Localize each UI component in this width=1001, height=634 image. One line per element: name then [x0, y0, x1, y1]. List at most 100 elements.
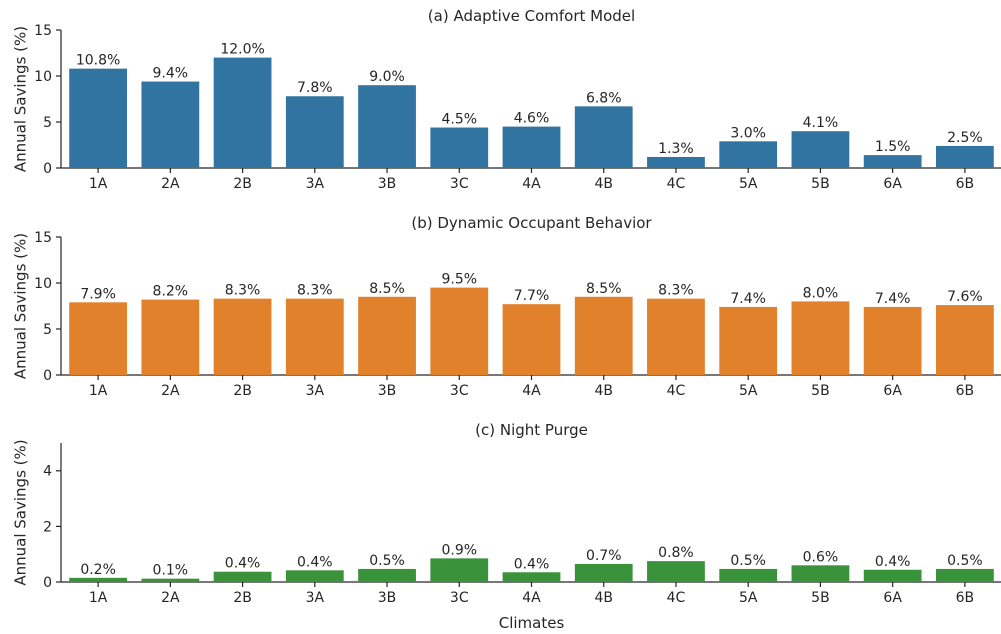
bar-3a	[285, 96, 344, 168]
bar-3b	[358, 296, 416, 375]
x-tick-label: 6B	[956, 176, 975, 192]
x-tick-label: 2B	[233, 590, 252, 606]
x-tick-label: 2B	[233, 383, 252, 399]
x-tick-label: 5B	[811, 590, 830, 606]
x-tick-label: 1A	[89, 590, 108, 606]
x-tick-label: 1A	[89, 383, 108, 399]
data-label: 7.9%	[80, 286, 116, 302]
x-tick-label: 4B	[594, 176, 613, 192]
bar-2b	[213, 571, 272, 582]
panel-title: (b) Dynamic Occupant Behavior	[411, 214, 652, 232]
y-tick-label: 4	[43, 464, 52, 480]
data-label: 2.5%	[947, 130, 983, 146]
data-label: 8.3%	[658, 283, 694, 299]
bar-2a	[141, 81, 200, 168]
x-tick-label: 2A	[161, 383, 180, 399]
data-label: 12.0%	[220, 42, 264, 58]
x-tick-label: 4C	[667, 590, 686, 606]
y-tick-label: 15	[34, 23, 52, 39]
data-label: 0.5%	[369, 553, 405, 569]
data-label: 6.8%	[586, 90, 622, 106]
y-tick-label: 10	[34, 69, 52, 85]
data-label: 0.4%	[297, 554, 333, 570]
x-tick-label: 3B	[378, 383, 397, 399]
bar-4a	[502, 572, 561, 582]
bar-2b	[213, 57, 272, 168]
bar-4b	[574, 106, 633, 168]
x-tick-label: 3C	[450, 176, 469, 192]
bar-3a	[285, 570, 344, 582]
x-tick-label: 4A	[522, 590, 541, 606]
x-tick-label: 2A	[161, 590, 180, 606]
data-label: 8.5%	[586, 281, 622, 297]
bar-3a	[285, 298, 344, 375]
bar-6a	[863, 306, 922, 375]
data-label: 9.5%	[441, 272, 477, 288]
bar-2a	[141, 299, 200, 375]
x-tick-label: 6B	[956, 383, 975, 399]
data-label: 0.5%	[947, 553, 983, 569]
data-label: 1.5%	[875, 139, 911, 155]
x-tick-label: 3C	[450, 590, 469, 606]
bar-1a	[69, 577, 128, 582]
bar-6b	[935, 145, 994, 168]
data-label: 7.8%	[297, 80, 333, 96]
data-label: 7.4%	[730, 291, 766, 307]
data-label: 0.7%	[586, 548, 622, 564]
bar-4a	[502, 126, 561, 168]
bar-5b	[791, 565, 850, 582]
bar-6b	[935, 305, 994, 375]
bar-3c	[430, 127, 489, 168]
y-tick-label: 10	[34, 276, 52, 292]
data-label: 0.4%	[875, 554, 911, 570]
bar-3b	[358, 568, 416, 582]
data-label: 7.7%	[514, 288, 550, 304]
data-label: 0.5%	[730, 553, 766, 569]
bar-6b	[935, 568, 994, 582]
x-tick-label: 3A	[306, 383, 325, 399]
data-label: 7.4%	[875, 291, 911, 307]
panel-night-purge: (c) Night Purge Annual Savings (%) Clima…	[11, 421, 1001, 632]
y-tick-label: 5	[43, 322, 52, 338]
bar-4b	[574, 563, 633, 582]
y-axis-label: Annual Savings (%)	[11, 26, 29, 172]
bar-5a	[719, 306, 778, 375]
data-label: 7.6%	[947, 289, 983, 305]
y-tick-label: 5	[43, 115, 52, 131]
x-tick-label: 3A	[306, 176, 325, 192]
data-label: 0.4%	[514, 556, 550, 572]
x-tick-label: 3A	[306, 590, 325, 606]
bar-5b	[791, 131, 850, 168]
x-tick-label: 3C	[450, 383, 469, 399]
x-tick-label: 6A	[883, 176, 902, 192]
x-tick-label: 4A	[522, 383, 541, 399]
x-tick-label: 2A	[161, 176, 180, 192]
y-tick-label: 15	[34, 230, 52, 246]
bar-2a	[141, 578, 200, 582]
x-tick-label: 4C	[667, 383, 686, 399]
data-label: 9.4%	[153, 66, 189, 82]
x-tick-label: 2B	[233, 176, 252, 192]
x-tick-label: 1A	[89, 176, 108, 192]
y-axis-label: Annual Savings (%)	[11, 233, 29, 379]
panel-dynamic-occupant: (b) Dynamic Occupant Behavior Annual Sav…	[11, 214, 1001, 399]
data-label: 0.6%	[803, 549, 839, 565]
bar-3c	[430, 287, 489, 375]
y-tick-label: 2	[43, 519, 52, 535]
x-tick-label: 3B	[378, 176, 397, 192]
x-tick-label: 5B	[811, 383, 830, 399]
data-label: 8.2%	[153, 284, 189, 300]
data-label: 1.3%	[658, 141, 694, 157]
data-label: 4.6%	[514, 111, 550, 127]
x-tick-label: 5A	[739, 176, 758, 192]
x-tick-label: 6A	[883, 383, 902, 399]
x-tick-label: 6B	[956, 590, 975, 606]
y-axis-label: Annual Savings (%)	[11, 439, 29, 585]
y-tick-label: 0	[43, 575, 52, 591]
x-tick-label: 4C	[667, 176, 686, 192]
data-label: 4.5%	[441, 112, 477, 128]
data-label: 0.9%	[441, 542, 477, 558]
panel-title: (c) Night Purge	[475, 421, 588, 439]
x-tick-label: 4B	[594, 383, 613, 399]
